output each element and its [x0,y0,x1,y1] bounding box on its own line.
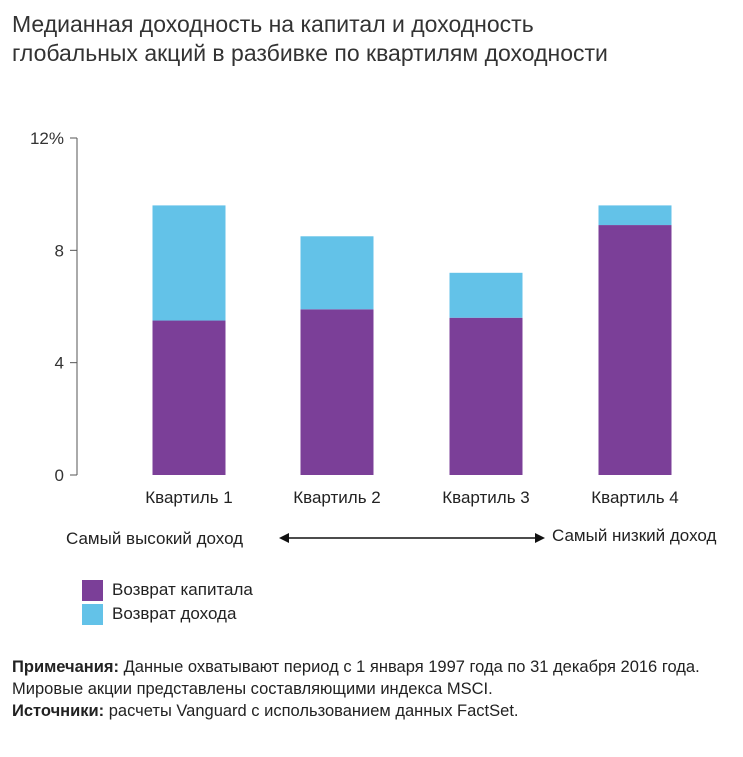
legend-item-income: Возврат дохода [82,602,253,626]
bar-capital-q3 [449,317,523,475]
y-tick-label: 4 [55,354,64,373]
chart-title-line-2: глобальных акций в разбивке по квартилям… [12,40,608,66]
range-label-lowest-income: Самый низкий доход [552,526,717,545]
x-tick-label: Квартиль 1 [145,488,233,507]
bar-capital-q2 [300,309,374,475]
notes-label: Примечания: [12,658,120,676]
chart-title: Медианная доходность на капитал и доходн… [12,10,732,68]
sources-paragraph: Источники: расчеты Vanguard с использова… [12,700,732,722]
legend: Возврат капитала Возврат дохода [82,578,253,626]
x-tick-label: Квартиль 4 [591,488,679,507]
y-tick-label: 0 [55,466,64,485]
range-arrow [279,533,545,543]
notes-text: Данные охватывают период с 1 января 1997… [12,658,700,698]
legend-swatch-income [82,603,103,625]
bar-income-q1 [152,205,226,321]
range-arrow-left-head [279,533,289,543]
range-label-highest-income: Самый высокий доход [66,529,244,548]
legend-item-capital: Возврат капитала [82,578,253,602]
legend-label-income: Возврат дохода [112,604,237,623]
sources-label: Источники: [12,702,105,720]
y-axis-ticks: 0 4 8 12% [30,129,77,485]
x-axis-labels: Квартиль 1 Квартиль 2 Квартиль 3 Квартиль 4 [145,488,679,507]
notes-block: Примечания: Данные охватывают период с 1… [12,656,732,722]
chart-title-line-1: Медианная доходность на капитал и доходн… [12,11,534,37]
bar-income-q4 [598,205,672,226]
bar-income-q2 [300,236,374,310]
bar-capital-q1 [152,320,226,475]
legend-label-capital: Возврат капитала [112,580,253,599]
notes-paragraph: Примечания: Данные охватывают период с 1… [12,656,732,700]
range-arrow-right-head [535,533,545,543]
sources-text: расчеты Vanguard с использованием данных… [104,702,519,720]
y-tick-label: 12% [30,129,64,148]
bar-capital-q4 [598,225,672,475]
y-tick-label: 8 [55,241,64,260]
x-tick-label: Квартиль 3 [442,488,530,507]
legend-swatch-capital [82,579,103,601]
x-tick-label: Квартиль 2 [293,488,381,507]
bar-income-q3 [449,272,523,318]
bars [152,205,672,475]
